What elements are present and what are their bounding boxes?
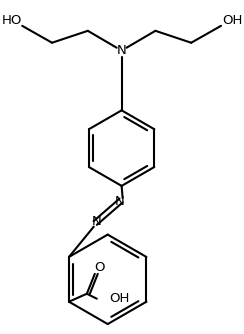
Text: OH: OH [222,14,242,27]
Text: HO: HO [2,14,22,27]
Text: N: N [117,44,126,57]
Text: O: O [94,262,105,275]
Text: N: N [115,195,124,208]
Text: N: N [92,215,102,228]
Text: OH: OH [110,292,130,305]
